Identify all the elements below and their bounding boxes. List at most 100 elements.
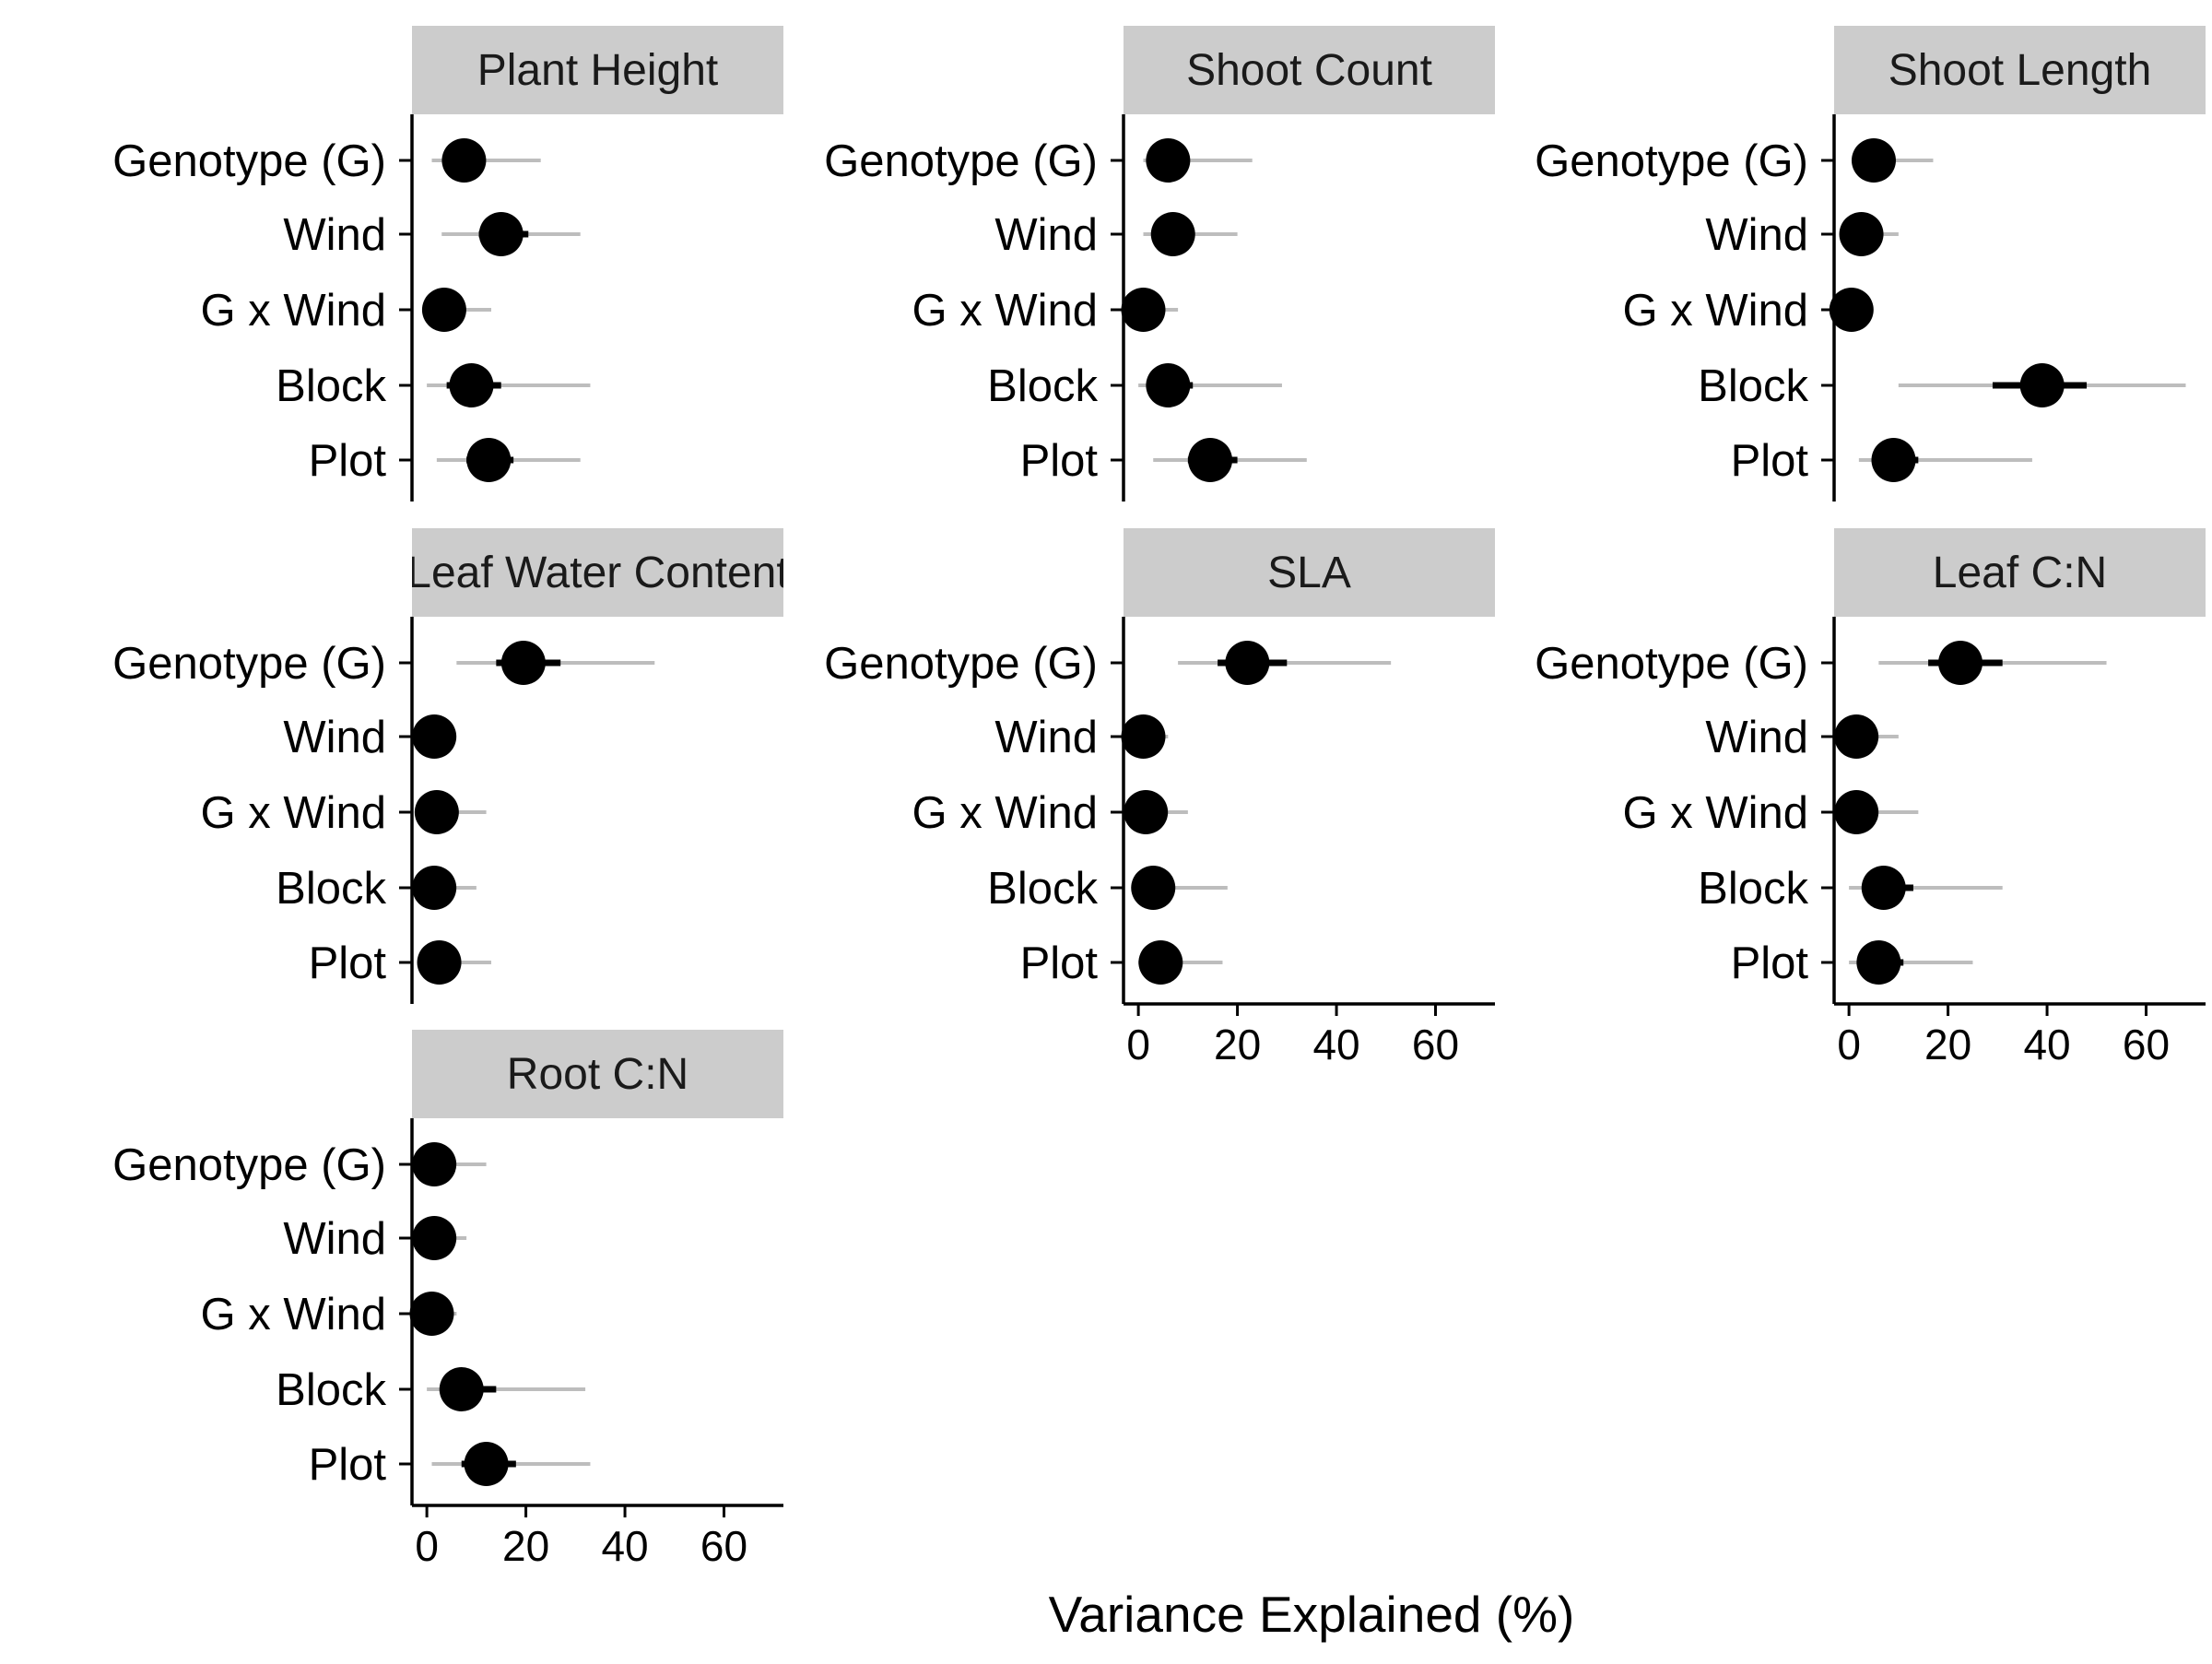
panels: Plant Height Genotype (G) Wind G x Wind Bloc… <box>112 26 2206 1570</box>
y-tick-label: Genotype (G) <box>1535 136 1808 186</box>
estimate-point <box>414 790 459 834</box>
panel-title: Shoot Length <box>1888 46 2152 95</box>
estimate-point <box>500 641 546 685</box>
estimate-point <box>412 1216 457 1260</box>
estimate-point <box>1138 940 1183 985</box>
y-tick-label: Block <box>1698 361 1808 411</box>
estimate-point <box>412 714 457 759</box>
panel-title: SLA <box>1267 549 1351 597</box>
estimate-point <box>449 363 494 407</box>
y-tick-label: Genotype (G) <box>112 136 386 186</box>
x-tick-label: 40 <box>601 1522 648 1570</box>
estimate-point <box>1938 641 1983 685</box>
estimate-point <box>1146 138 1191 183</box>
x-tick-label: 60 <box>700 1522 747 1570</box>
x-tick-label: 20 <box>502 1522 549 1570</box>
panel-strip <box>412 26 783 114</box>
estimate-point <box>1131 866 1176 910</box>
y-tick-label: G x Wind <box>912 286 1098 336</box>
panel-strip <box>412 1030 783 1118</box>
y-tick-label: G x Wind <box>1623 788 1808 838</box>
panel: Leaf C:N Genotype (G) Wind G x Wind Block Plo… <box>1535 528 2206 1068</box>
panel-title: Root C:N <box>507 1050 688 1099</box>
y-tick-label: Genotype (G) <box>112 639 386 689</box>
panel-title: Leaf C:N <box>1933 549 2107 597</box>
panel: Shoot Count Genotype (G) Wind G x Wind Block… <box>824 26 1495 502</box>
x-axis-title: Variance Explained (%) <box>1049 1586 1575 1643</box>
y-tick-label: Block <box>276 864 386 914</box>
x-tick-label: 0 <box>1126 1021 1150 1068</box>
x-tick-label: 0 <box>415 1522 439 1570</box>
x-tick-label: 0 <box>1837 1021 1861 1068</box>
x-tick-label: 60 <box>2123 1021 2170 1068</box>
estimate-point <box>2019 363 2065 407</box>
y-tick-label: Block <box>987 864 1098 914</box>
y-tick-label: Wind <box>283 210 386 260</box>
y-tick-label: Block <box>1698 864 1808 914</box>
panel-title: Leaf Water Content <box>406 549 788 597</box>
y-tick-label: Wind <box>283 713 386 762</box>
y-tick-label: Wind <box>1705 210 1808 260</box>
x-tick-label: 20 <box>1214 1021 1261 1068</box>
estimate-point <box>1861 866 1906 910</box>
estimate-point <box>409 1292 454 1336</box>
y-tick-label: G x Wind <box>201 286 386 336</box>
estimate-point <box>1124 790 1169 834</box>
x-tick-label: 40 <box>2023 1021 2070 1068</box>
panel: Root C:N Genotype (G) Wind G x Wind Block Plo… <box>112 1030 783 1570</box>
estimate-point <box>466 438 512 482</box>
y-tick-label: G x Wind <box>912 788 1098 838</box>
estimate-point <box>412 1142 457 1186</box>
estimate-point <box>1121 288 1166 332</box>
panel-title: Plant Height <box>477 46 719 95</box>
panel-strip <box>1124 528 1495 617</box>
panel-title: Shoot Count <box>1186 46 1432 95</box>
y-tick-label: Genotype (G) <box>112 1140 386 1190</box>
estimate-point <box>1851 138 1896 183</box>
panel-strip <box>1834 26 2206 114</box>
y-tick-label: Genotype (G) <box>824 136 1098 186</box>
x-tick-label: 60 <box>1412 1021 1459 1068</box>
y-tick-label: Block <box>987 361 1098 411</box>
panel-strip <box>1834 528 2206 617</box>
panel-strip <box>412 528 783 617</box>
estimate-point <box>441 138 487 183</box>
estimate-point <box>1121 714 1166 759</box>
y-tick-label: G x Wind <box>201 788 386 838</box>
estimate-point <box>1150 212 1195 256</box>
y-tick-label: Wind <box>1705 713 1808 762</box>
y-tick-label: Wind <box>283 1214 386 1264</box>
estimate-point <box>1871 438 1916 482</box>
estimate-point <box>1188 438 1233 482</box>
x-tick-label: 40 <box>1312 1021 1359 1068</box>
estimate-point <box>1225 641 1270 685</box>
y-tick-label: Block <box>276 361 386 411</box>
estimate-point <box>1834 790 1879 834</box>
y-tick-label: Plot <box>1731 938 1809 988</box>
y-tick-label: G x Wind <box>201 1290 386 1339</box>
estimate-point <box>417 940 462 985</box>
y-tick-label: G x Wind <box>1623 286 1808 336</box>
y-tick-label: Plot <box>309 938 387 988</box>
estimate-point <box>421 288 466 332</box>
estimate-point <box>478 212 524 256</box>
y-tick-label: Genotype (G) <box>824 639 1098 689</box>
panel: SLA Genotype (G) Wind G x Wind Block Plot 0 20 4… <box>824 528 1495 1068</box>
y-tick-label: Wind <box>994 713 1098 762</box>
estimate-point <box>412 866 457 910</box>
estimate-point <box>1829 288 1874 332</box>
y-tick-label: Genotype (G) <box>1535 639 1808 689</box>
y-tick-label: Wind <box>994 210 1098 260</box>
y-tick-label: Plot <box>1731 436 1809 486</box>
y-tick-label: Plot <box>1020 938 1099 988</box>
panel: Shoot Length Genotype (G) Wind G x Wind Bloc… <box>1535 26 2206 502</box>
panel-strip <box>1124 26 1495 114</box>
estimate-point <box>1146 363 1191 407</box>
estimate-point <box>1839 212 1884 256</box>
estimate-point <box>464 1442 509 1486</box>
y-tick-label: Plot <box>1020 436 1099 486</box>
panel: Leaf Water Content Genotype (G) Wind G x Wi… <box>112 528 788 1004</box>
y-tick-label: Plot <box>309 436 387 486</box>
